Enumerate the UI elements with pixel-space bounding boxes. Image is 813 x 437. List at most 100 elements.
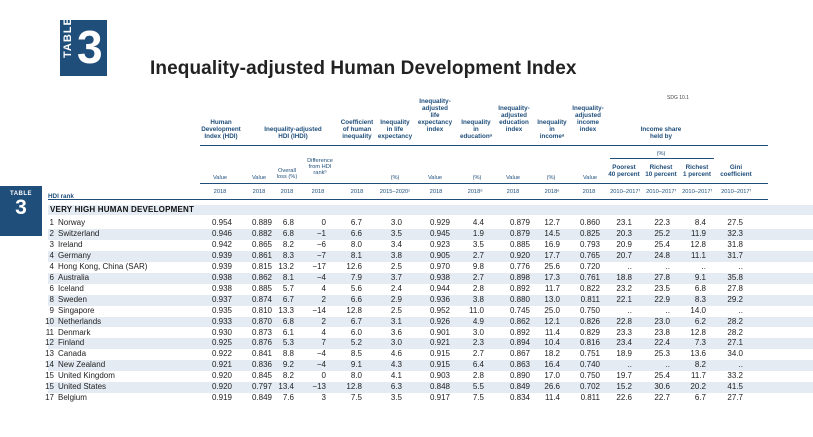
header-ineq-life-line: in life: [386, 126, 404, 133]
edu-idx-cell: 0.863: [509, 360, 530, 370]
header-ineq-edu-line: educationᵃ: [459, 133, 493, 140]
inc-cell: 14.5: [544, 228, 560, 238]
ihdi-cell: 0.882: [251, 228, 272, 238]
header-income-share-line: held by: [649, 133, 673, 140]
header-value-inc-idx: Value: [582, 175, 598, 181]
edu-cell: 2.7: [472, 349, 484, 359]
header-year: 2018: [582, 189, 596, 195]
richest1-cell: 11.9: [691, 228, 706, 238]
life-idx-cell: 0.901: [429, 327, 450, 337]
header-hdi-line: Index (HDI): [204, 133, 238, 140]
life-cell: 4.3: [390, 360, 402, 370]
inc-idx-cell: 0.826: [579, 316, 600, 326]
table-row: 13 Canada 0.922 0.841 8.8 −4 8.5 4.6 0.915 2.7 0.8…: [45, 349, 813, 360]
richest10-cell: 30.6: [654, 382, 670, 392]
header-diff-rank-line: rankᵇ: [313, 170, 327, 177]
poorest-cell: ..: [627, 360, 632, 370]
inc-cell: 26.6: [544, 382, 560, 392]
inc-idx-cell: 0.829: [579, 327, 600, 337]
inc-idx-cell: 0.811: [580, 393, 600, 403]
header-value-life-idx: Value: [427, 175, 443, 181]
table-row: 6 Iceland 0.938 0.885 5.7 4 5.6 2.4 0.944 2.8 0.89…: [48, 284, 813, 295]
diff-cell: 0: [321, 218, 326, 227]
gini-cell: ..: [738, 261, 743, 271]
diff-cell: −4: [316, 272, 326, 282]
coeff-cell: 9.1: [350, 360, 362, 370]
header-ineq-edu-idx-line: education: [499, 119, 529, 126]
diff-cell: −4: [316, 349, 326, 359]
edu-idx-cell: 0.867: [509, 349, 530, 359]
inc-cell: 17.0: [544, 371, 560, 381]
loss-cell: 8.2: [282, 239, 294, 249]
life-cell: 6.3: [390, 382, 402, 392]
edu-idx-cell: 0.849: [509, 382, 530, 392]
edu-idx-cell: 0.898: [509, 272, 530, 282]
richest1-cell: 8.4: [694, 218, 706, 227]
rank-cell: 17: [45, 393, 54, 403]
table-row: 1 Norway 0.954 0.889 6.8 0 6.7 3.0 0.929 4.4 0.879…: [48, 218, 813, 229]
header-overall-loss-line: loss (%): [276, 174, 298, 181]
header-ineq-life-idx-line: index: [426, 126, 444, 133]
side-tab: TABLE 3: [0, 186, 42, 236]
country-cell: United Kingdom: [58, 371, 115, 381]
inc-cell: 10.4: [544, 338, 560, 348]
header-ineq-life-line: Inequality: [380, 119, 410, 126]
poorest-cell: 23.2: [616, 283, 632, 293]
header-ineq-income: Inequality in incomeᵃ: [532, 119, 572, 140]
header-year: 2010–2017ᶠ: [610, 189, 640, 195]
loss-cell: 8.1: [282, 272, 294, 282]
life-idx-cell: 0.936: [429, 294, 450, 304]
poorest-cell: 20.9: [616, 239, 632, 249]
coeff-cell: 8.5: [350, 349, 362, 359]
country-cell: Singapore: [58, 305, 95, 315]
richest10-cell: 25.2: [654, 228, 670, 238]
loss-cell: 5.7: [282, 283, 294, 293]
header-ineq-edu-line: in: [473, 126, 479, 133]
loss-cell: 6.1: [282, 327, 294, 337]
inc-idx-cell: 0.765: [579, 250, 600, 260]
edu-idx-cell: 0.879: [509, 218, 530, 227]
header-ihdi-line: HDI (IHDI): [278, 133, 308, 140]
country-cell: Canada: [58, 349, 87, 359]
rank-cell: 2: [49, 228, 54, 238]
inc-cell: 11.4: [545, 393, 560, 403]
loss-cell: 13.4: [278, 382, 294, 392]
richest10-cell: 25.4: [654, 239, 670, 249]
ihdi-cell: 0.797: [251, 382, 272, 392]
gini-cell: 33.2: [727, 371, 743, 381]
inc-cell: 16.4: [544, 360, 560, 370]
life-idx-cell: 0.926: [429, 316, 450, 326]
edu-idx-cell: 0.834: [509, 393, 530, 403]
header-rule: [200, 183, 768, 184]
gini-cell: 31.8: [727, 239, 743, 249]
life-idx-cell: 0.917: [429, 393, 450, 403]
header-rule: [200, 145, 768, 146]
life-cell: 3.5: [390, 393, 402, 403]
gini-cell: 31.7: [727, 250, 743, 260]
ihdi-cell: 0.862: [251, 272, 272, 282]
life-cell: 3.7: [390, 272, 402, 282]
inc-idx-cell: 0.825: [579, 228, 600, 238]
header-year: 2010–2017ᶠ: [682, 189, 712, 195]
richest10-cell: 25.4: [654, 371, 670, 381]
header-ihdi: Inequality-adjusted HDI (IHDI): [250, 126, 336, 140]
hdi-cell: 0.922: [211, 349, 232, 359]
country-cell: Sweden: [58, 294, 87, 304]
richest10-cell: 22.9: [654, 294, 670, 304]
life-idx-cell: 0.952: [429, 305, 450, 315]
header-richest1: Richest 1 percent: [678, 164, 716, 178]
coeff-cell: 8.1: [350, 250, 362, 260]
header-ineq-income-line: Inequality: [537, 119, 567, 126]
life-idx-cell: 0.848: [429, 382, 450, 392]
edu-cell: 4.9: [472, 316, 484, 326]
side-tab-word: TABLE: [9, 191, 33, 197]
rank-cell: 6: [49, 272, 54, 282]
richest1-cell: 9.1: [694, 272, 706, 282]
header-year: 2018ᵈ: [467, 189, 483, 195]
hdi-cell: 0.925: [211, 338, 232, 348]
coeff-cell: 6.7: [350, 218, 362, 227]
coeff-cell: 5.2: [350, 338, 362, 348]
richest1-cell: 6.7: [694, 393, 706, 403]
edu-cell: 2.8: [472, 283, 484, 293]
header-ineq-income-idx-line: income: [576, 119, 600, 126]
